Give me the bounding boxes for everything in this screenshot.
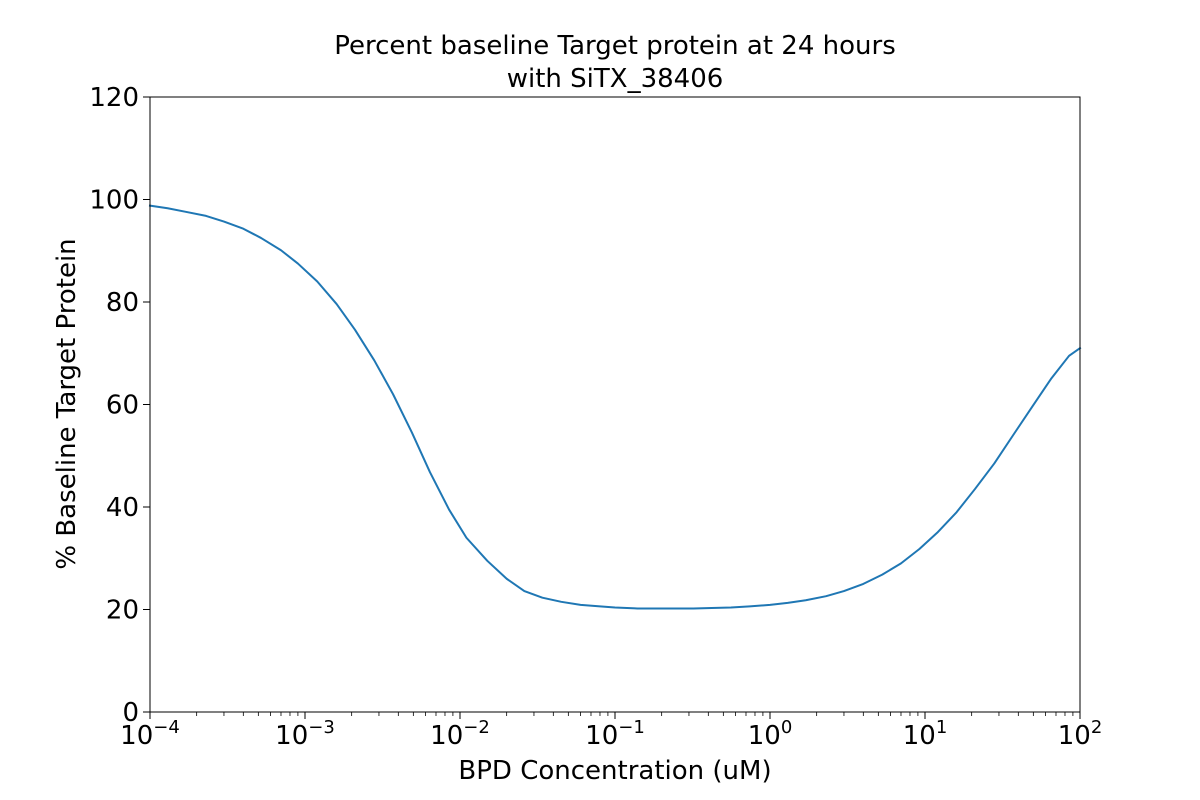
chart-subtitle: with SiTX_38406 — [507, 64, 724, 94]
x-tick-label: 102 — [1058, 717, 1103, 751]
y-tick-label: 20 — [106, 596, 139, 626]
plot-area: 0 20 40 60 80 100 120 10−4 10−3 10−2 10−1 100 101 102 — [89, 83, 1102, 751]
x-tick-label: 101 — [903, 717, 948, 751]
y-tick-label: 40 — [106, 493, 139, 523]
x-axis-label: BPD Concentration (uM) — [458, 756, 771, 786]
y-axis-label: % Baseline Target Protein — [52, 238, 82, 569]
y-tick-label: 120 — [89, 83, 139, 113]
chart-title: Percent baseline Target protein at 24 ho… — [334, 31, 896, 61]
y-tick-label: 80 — [106, 288, 139, 318]
y-tick-label: 100 — [89, 186, 139, 216]
x-tick-label: 10−1 — [585, 717, 645, 751]
x-tick-label: 10−3 — [275, 717, 335, 751]
x-tick-label: 100 — [748, 717, 793, 751]
x-tick-label: 10−4 — [120, 717, 180, 751]
x-tick-label: 10−2 — [430, 717, 490, 751]
y-tick-label: 60 — [106, 391, 139, 421]
series-line-0 — [148, 204, 1082, 610]
y-tick-label: 0 — [122, 698, 139, 728]
